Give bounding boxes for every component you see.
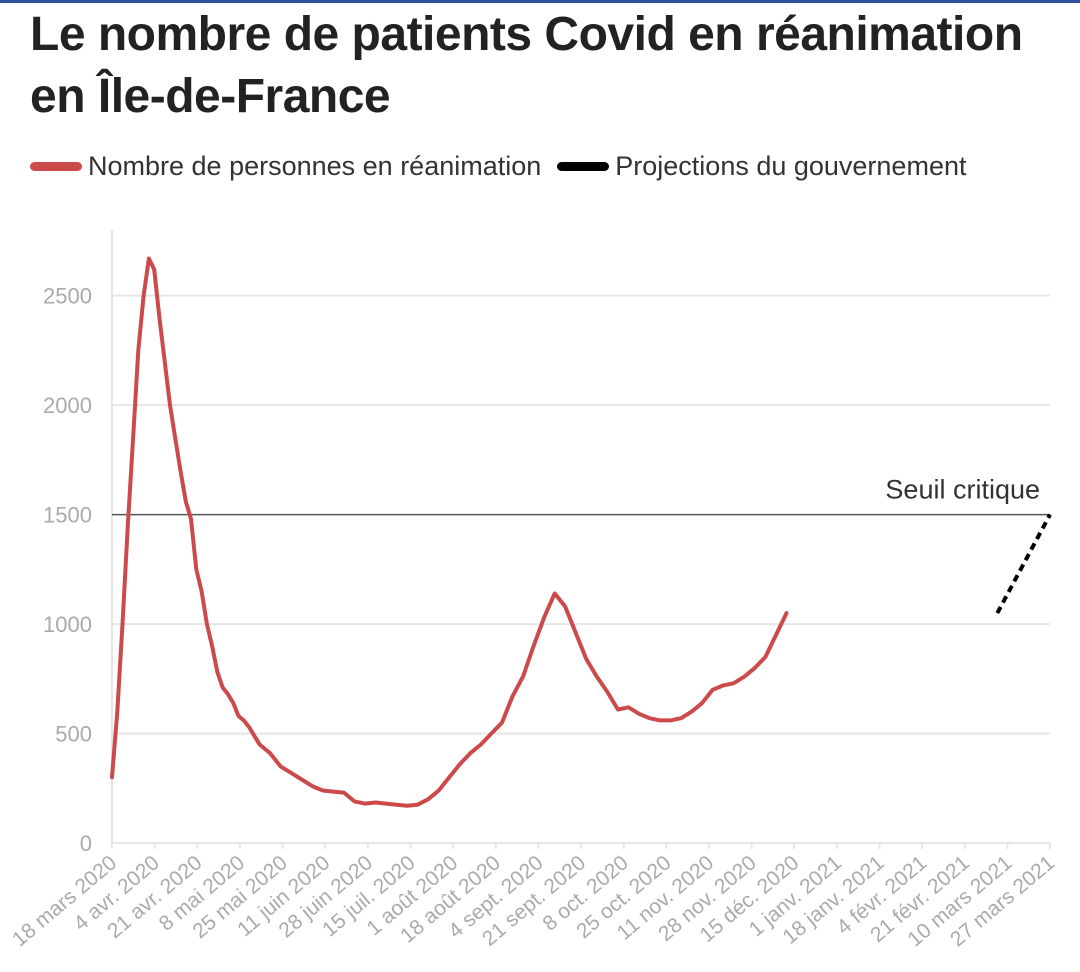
legend-swatch-main	[30, 161, 82, 171]
y-tick-label-2000: 2000	[43, 393, 92, 418]
y-tick-label-0: 0	[80, 831, 92, 856]
threshold-label: Seuil critique	[885, 475, 1040, 505]
chart-title: Le nombre de patients Covid en réanimati…	[30, 8, 1023, 123]
y-tick-label-2500: 2500	[43, 284, 92, 309]
legend-label-main: Nombre de personnes en réanimation	[88, 150, 542, 181]
top-accent-bar	[0, 0, 1080, 3]
series-main-line	[110, 256, 789, 808]
legend-swatch-projection	[557, 161, 610, 171]
legend-item-main[interactable]: Nombre de personnes en réanimation	[30, 151, 541, 182]
legend-label-projection: Projections du gouvernement	[615, 150, 967, 181]
legend-item-projection[interactable]: Projections du gouvernement	[557, 151, 966, 182]
y-tick-label-500: 500	[55, 722, 92, 747]
chart-legend: Nombre de personnes en réanimation Proje…	[30, 148, 982, 184]
y-tick-label-1500: 1500	[43, 503, 92, 528]
series-projection-line	[995, 513, 1052, 615]
y-tick-label-1000: 1000	[43, 612, 92, 637]
